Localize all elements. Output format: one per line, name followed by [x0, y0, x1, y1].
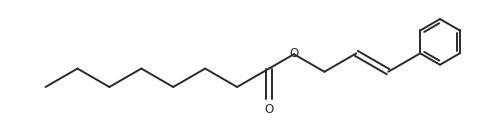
Text: O: O — [264, 103, 274, 116]
Text: O: O — [290, 47, 299, 60]
